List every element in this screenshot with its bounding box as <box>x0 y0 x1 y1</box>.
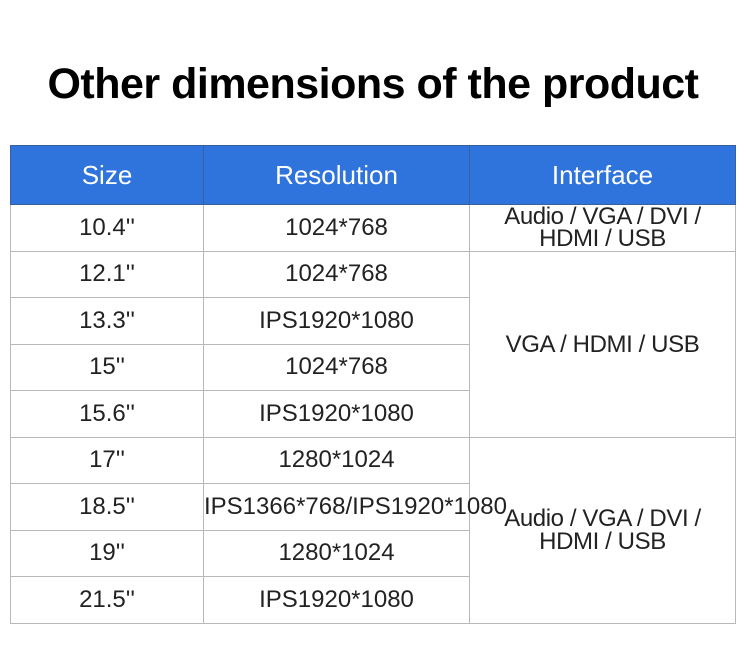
resolution-cell: 1024*768 <box>203 343 470 391</box>
interface-line: Audio / VGA / DVI / <box>504 202 701 230</box>
interface-line: HDMI / USB <box>539 528 666 555</box>
resolution-cell: 1280*1024 <box>203 529 470 577</box>
interface-line: Audio / VGA / DVI / <box>504 505 701 532</box>
interface-cell: Audio / VGA / DVI / HDMI / USB <box>469 202 736 252</box>
size-cell: 10.4'' <box>10 204 204 252</box>
interface-line: HDMI / USB <box>539 224 666 252</box>
table-row: 21.5'' IPS1920*1080 <box>10 576 736 624</box>
dimensions-table: Size Resolution Interface 10.4'' 1024*76… <box>10 145 736 624</box>
table-row: 10.4'' 1024*768 Audio / VGA / DVI / HDMI… <box>10 202 736 252</box>
resolution-cell: IPS1920*1080 <box>203 390 470 438</box>
table-row: 15.6'' IPS1920*1080 <box>10 390 736 438</box>
interface-cell: VGA / HDMI / USB <box>469 250 736 438</box>
table-row: 15'' 1024*768 <box>10 343 736 391</box>
resolution-cell: 1024*768 <box>203 204 470 252</box>
resolution-cell: 1024*768 <box>203 250 470 298</box>
size-cell: 13.3'' <box>10 297 204 345</box>
size-cell: 19'' <box>10 529 204 577</box>
page-title: Other dimensions of the product <box>47 60 699 108</box>
resolution-cell: IPS1920*1080 <box>203 576 470 624</box>
interface-cell: Audio / VGA / DVI / HDMI / USB <box>469 436 736 624</box>
size-cell: 18.5'' <box>10 483 204 531</box>
resolution-cell: IPS1920*1080 <box>203 297 470 345</box>
resolution-cell: IPS1366*768/IPS1920*1080 <box>203 483 507 531</box>
size-cell: 12.1'' <box>10 250 204 298</box>
table-row: 12.1'' 1024*768 VGA / HDMI / USB <box>10 250 736 438</box>
table-row: 17'' 1280*1024 Audio / VGA / DVI / HDMI … <box>10 436 736 624</box>
header-size: Size <box>10 145 204 205</box>
header-resolution: Resolution <box>203 145 470 205</box>
table-row: 19'' 1280*1024 <box>10 529 736 577</box>
size-cell: 21.5'' <box>10 576 204 624</box>
table-row: 18.5'' IPS1366*768/IPS1920*1080 <box>10 483 736 531</box>
size-cell: 15'' <box>10 343 204 391</box>
size-cell: 17'' <box>10 436 204 484</box>
table-header-row: Size Resolution Interface <box>10 145 736 205</box>
size-cell: 15.6'' <box>10 390 204 438</box>
resolution-cell: 1280*1024 <box>203 436 470 484</box>
header-interface: Interface <box>469 145 736 205</box>
